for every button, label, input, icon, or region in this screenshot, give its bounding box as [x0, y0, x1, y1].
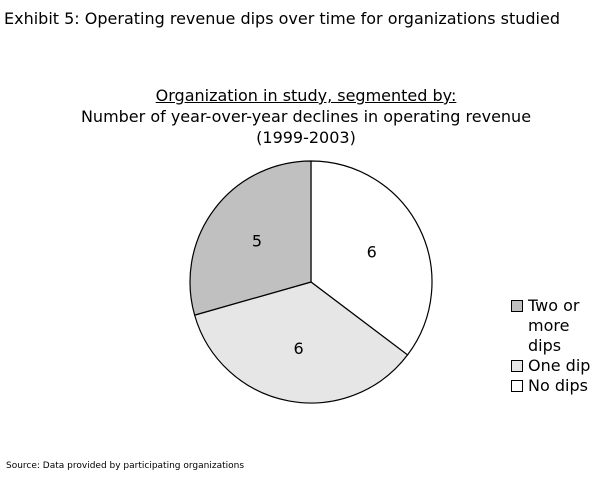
pie-slice-no-dips	[310, 160, 433, 356]
legend-label-two-or-more-dips: Two or more dips	[528, 296, 580, 355]
chart-legend: Two or more dips One dip No dips	[511, 296, 598, 396]
chart-title-line-2: Number of year-over-year declines in ope…	[80, 107, 532, 126]
legend-item-one-dip: One dip	[511, 356, 598, 376]
data-label-no-dips: 6	[367, 242, 377, 261]
chart-title-line-1: Organization in study, segmented by:	[0, 86, 600, 106]
legend-swatch-two-or-more-dips	[511, 300, 523, 312]
legend-item-two-or-more-dips: Two or more dips	[511, 296, 598, 356]
legend-label-no-dips: No dips	[528, 376, 588, 395]
data-label-one-dip: 6	[293, 339, 303, 358]
pie-slice-one-dip	[194, 281, 409, 404]
legend-swatch-no-dips	[511, 380, 523, 392]
legend-label-one-dip: One dip	[528, 356, 591, 375]
pie-slice-two-or-more-dips	[189, 160, 312, 316]
source-note: Source: Data provided by participating o…	[6, 461, 245, 471]
chart-title-line-3: (1999-2003)	[256, 128, 356, 147]
chart-title-underlined: Organization in study, segmented by:	[155, 86, 457, 105]
data-label-two-or-more-dips: 5	[252, 232, 262, 251]
exhibit-title: Exhibit 5: Operating revenue dips over t…	[4, 9, 560, 28]
legend-swatch-one-dip	[511, 360, 523, 372]
legend-item-no-dips: No dips	[511, 376, 598, 396]
